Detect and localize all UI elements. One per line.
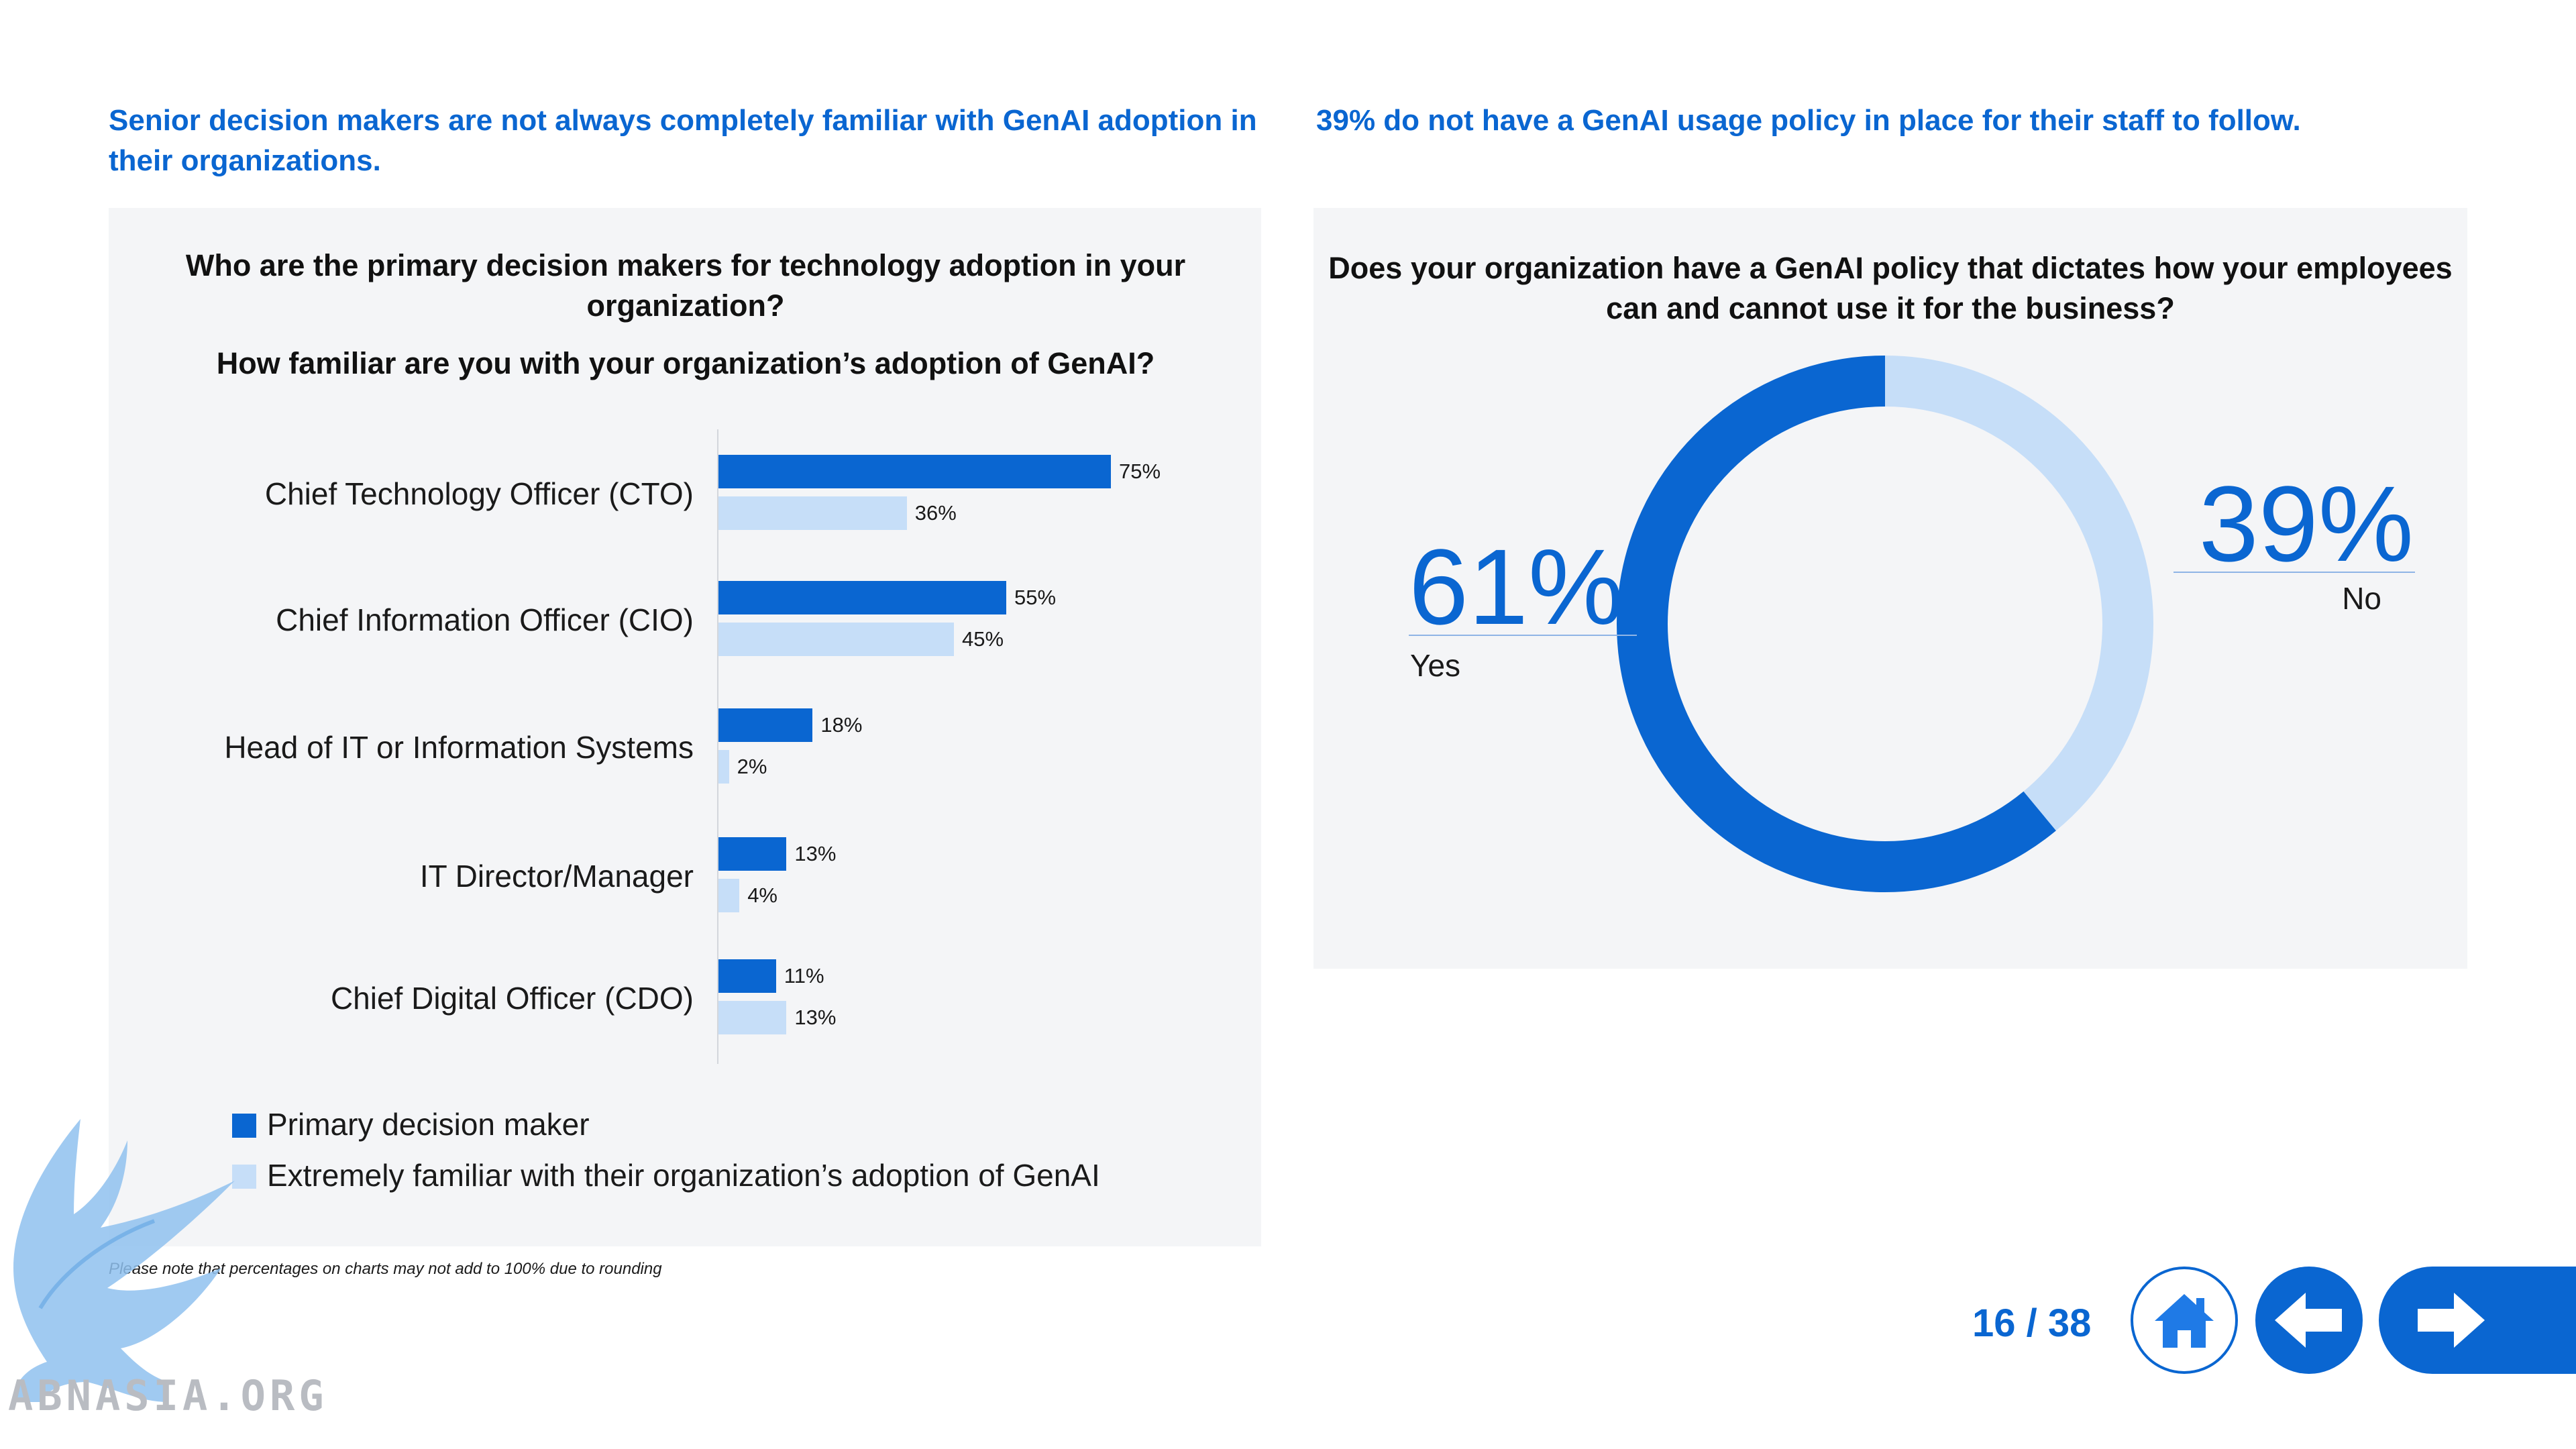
- bar-primary-decision-maker: [718, 581, 1006, 614]
- bar-primary-decision-maker: [718, 959, 776, 993]
- arrow-right-icon: [2418, 1293, 2485, 1348]
- home-icon: [2155, 1294, 2214, 1348]
- griffin-watermark-icon: [13, 1119, 235, 1402]
- bar-value-label: 45%: [962, 627, 1004, 651]
- bar-extremely-familiar: [718, 1001, 787, 1034]
- bar-value-label: 2%: [737, 755, 767, 778]
- bar-primary-decision-maker: [718, 708, 813, 742]
- bar-extremely-familiar: [718, 623, 954, 656]
- legend-label-familiar: Extremely familiar with their organizati…: [267, 1158, 1100, 1193]
- headline-right: 39% do not have a GenAI usage policy in …: [1316, 104, 2301, 137]
- legend-swatch-familiar: [232, 1165, 256, 1189]
- watermark-text: ABNASIA.ORG: [8, 1371, 328, 1420]
- category-label: Chief Technology Officer (CTO): [264, 476, 694, 511]
- donut-slice-yes: [1617, 356, 2153, 892]
- bar-chart-axis: [717, 429, 718, 1064]
- donut-category-yes: Yes: [1410, 648, 1461, 683]
- bar-value-label: 36%: [914, 501, 957, 525]
- bar-value-label: 11%: [784, 964, 824, 987]
- donut-chart: [1617, 356, 2153, 892]
- bar-value-label: 13%: [794, 1006, 837, 1029]
- page-counter: 16 / 38: [1972, 1301, 2092, 1345]
- bar-primary-decision-maker: [718, 455, 1111, 488]
- left-chart-panel: [109, 208, 1261, 1246]
- question-familiarity: How familiar are you with your organizat…: [216, 346, 1155, 380]
- category-label: Chief Digital Officer (CDO): [330, 981, 694, 1016]
- bar-extremely-familiar: [718, 879, 740, 912]
- bar-value-label: 4%: [747, 883, 777, 907]
- bar-value-label: 13%: [794, 842, 837, 865]
- headline-left: Senior decision makers are not always co…: [109, 104, 1257, 177]
- bar-extremely-familiar: [718, 496, 907, 530]
- next-button[interactable]: [2379, 1267, 2576, 1374]
- legend-swatch-primary: [232, 1114, 256, 1138]
- bar-value-label: 75%: [1119, 460, 1161, 483]
- bar-primary-decision-maker: [718, 837, 787, 871]
- donut-value-no: 39%: [2198, 464, 2414, 584]
- category-label: Head of IT or Information Systems: [224, 730, 694, 765]
- question-decision-makers: Who are the primary decision makers for …: [185, 248, 1186, 323]
- bar-value-label: 55%: [1014, 586, 1057, 609]
- bar-extremely-familiar: [718, 750, 729, 784]
- footnote: Please note that percentages on charts m…: [109, 1260, 662, 1278]
- arrow-left-icon: [2275, 1293, 2342, 1348]
- legend-label-primary: Primary decision maker: [267, 1107, 590, 1142]
- home-button[interactable]: [2131, 1267, 2238, 1374]
- question-genai-policy: Does your organization have a GenAI poli…: [1328, 251, 2453, 325]
- category-label: Chief Information Officer (CIO): [276, 602, 694, 637]
- back-button[interactable]: [2255, 1267, 2363, 1374]
- category-label: IT Director/Manager: [419, 859, 694, 894]
- leader-line-yes: [1409, 635, 1637, 636]
- donut-value-yes: 61%: [1409, 527, 1624, 647]
- bar-value-label: 18%: [820, 713, 863, 737]
- leader-line-no: [2174, 572, 2415, 573]
- donut-category-no: No: [2342, 581, 2381, 616]
